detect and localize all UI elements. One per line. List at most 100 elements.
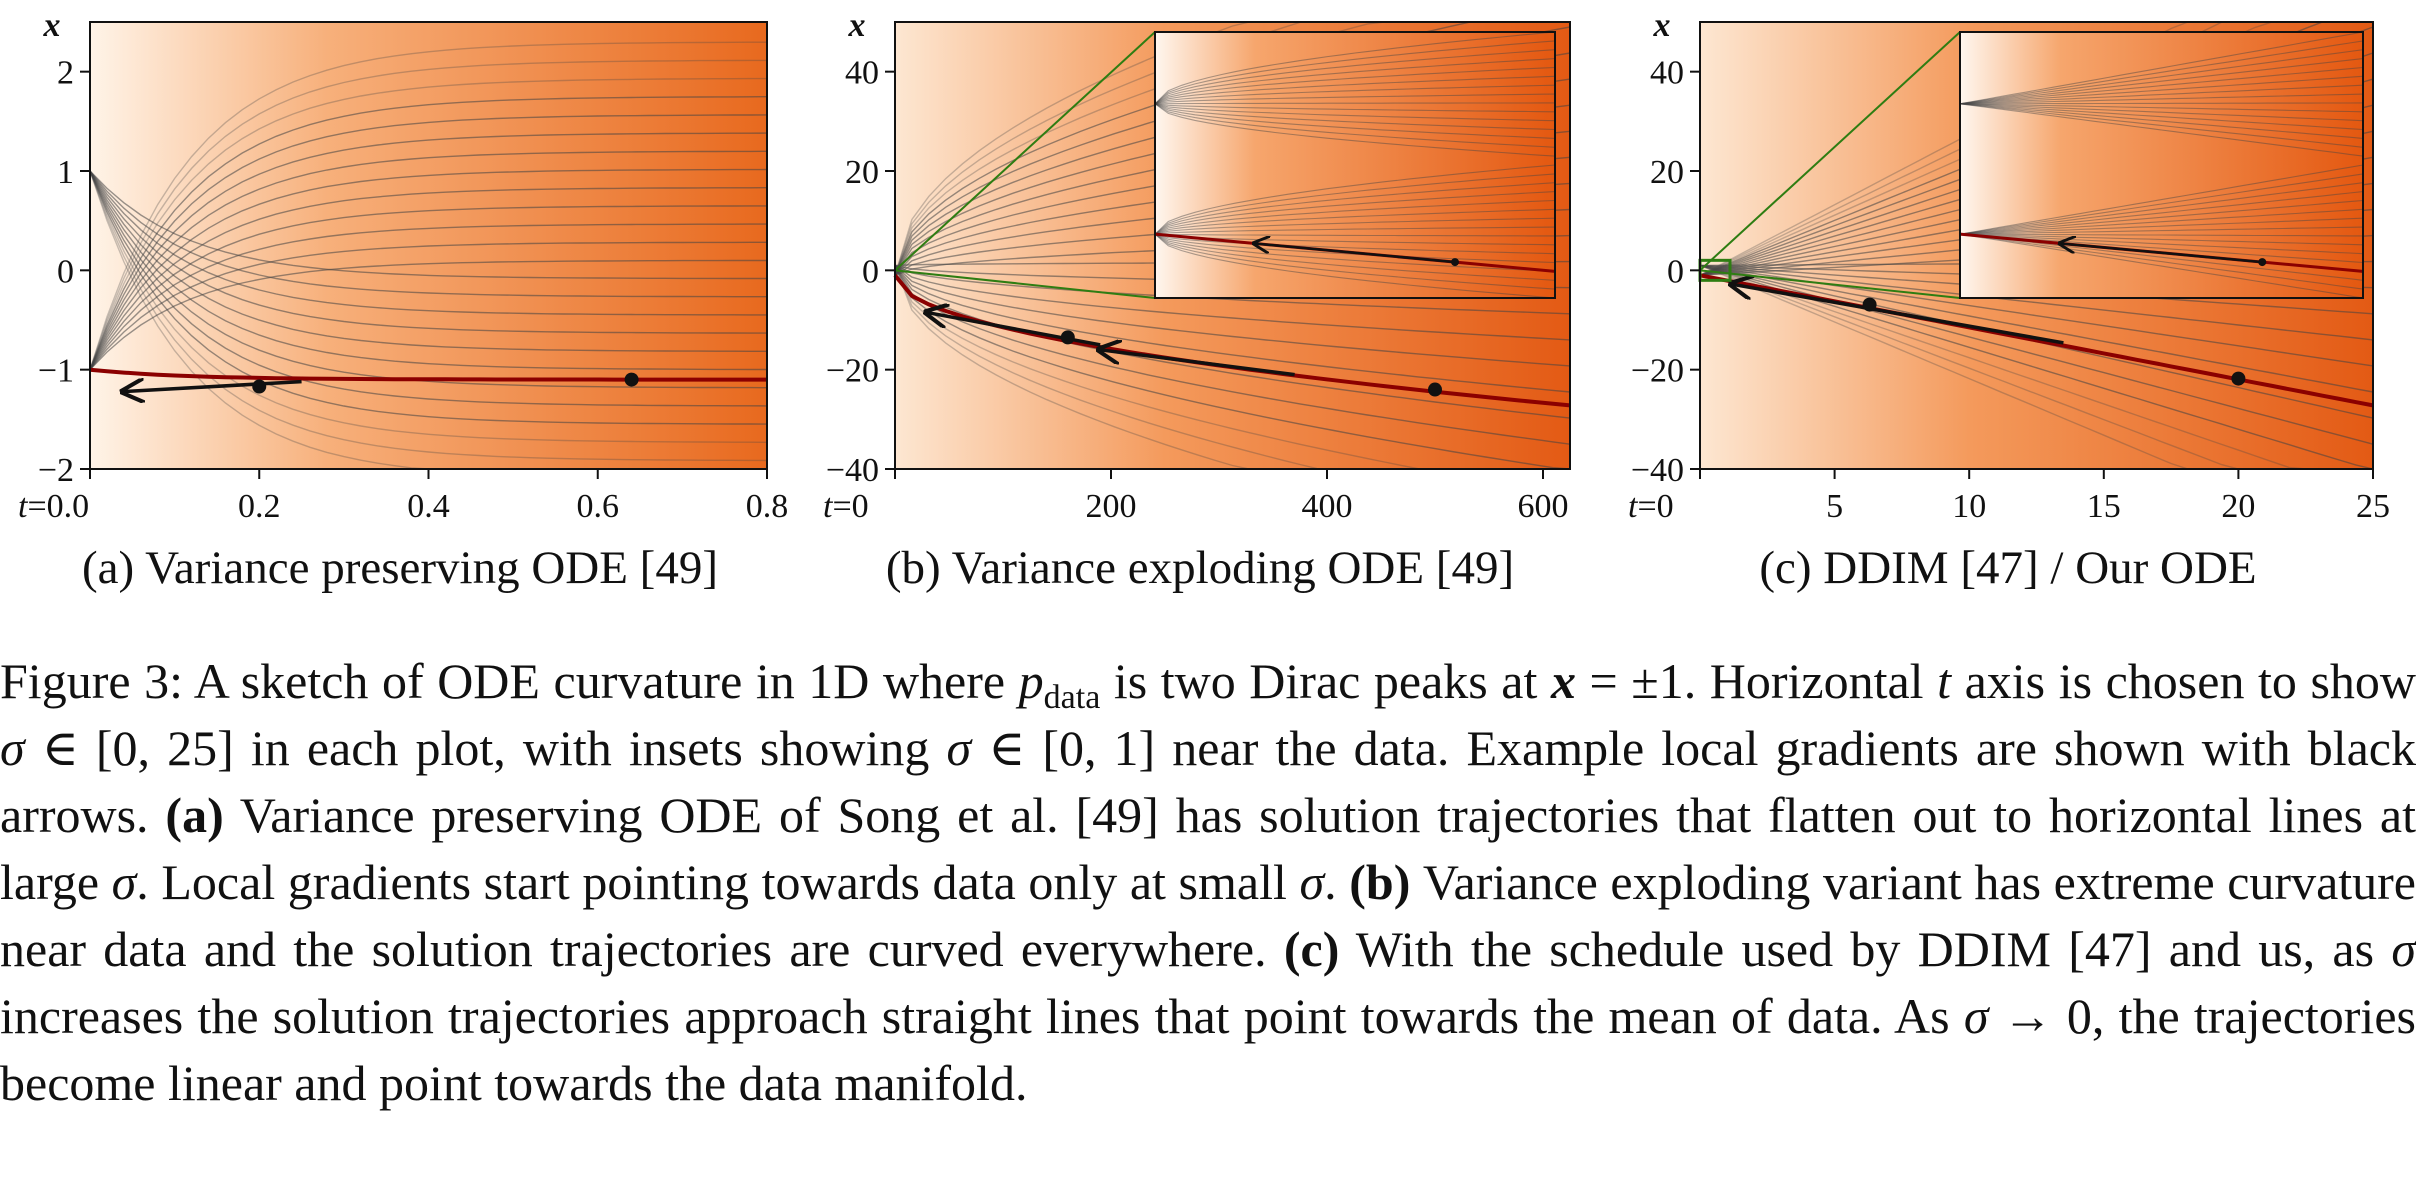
caption-math-sigma: σ (1299, 854, 1325, 910)
y-tick-label: 2 (57, 55, 74, 92)
inset-trajectory-line (1959, 93, 2364, 105)
caption-text: ∈ [0, 1] near the data. Example local gr… (0, 720, 2416, 843)
inset-trajectory-line (1154, 103, 1556, 139)
x-tick-label: t=0.0 (18, 488, 89, 525)
trajectory-line (894, 265, 1571, 445)
y-axis-label: x (848, 7, 866, 44)
panel-c-frame (1699, 21, 2374, 470)
inset-frame (1154, 31, 1556, 299)
panel-a-variance-preserving: −2 −1 0 1 2 t=0.0 0.2 0.4 0.6 0.8 x (18, 7, 788, 525)
panel-b-variance-exploding: −40 −20 0 20 40 t=0 200 400 600 x (823, 7, 1571, 525)
x-tick-label: 0.4 (407, 488, 450, 525)
trajectory-line (89, 170, 768, 443)
inset-trajectory-line (1154, 226, 1556, 235)
subfigure-label-a: (a) Variance preserving ODE [49] (82, 542, 718, 594)
inset-trajectory-line (1959, 226, 2364, 235)
caption-text: Variance preserving ODE of Song et al. [… (0, 787, 2416, 910)
caption-text: axis is chosen to show (1951, 653, 2416, 709)
inset-trajectory-line (1154, 208, 1556, 235)
trajectory-line (89, 170, 768, 462)
trajectory-line (894, 264, 1571, 315)
y-tick-label: 0 (57, 253, 74, 290)
y-tick-label: −20 (1631, 353, 1684, 390)
trajectory-line (89, 205, 767, 371)
inset-trajectory-line (1959, 233, 2364, 246)
inset-gradient-arrow (2061, 243, 2263, 264)
inset-trajectory-line (1959, 103, 2364, 131)
y-tick-label: 1 (57, 154, 74, 191)
trajectory-line (89, 96, 768, 370)
inset-trajectory-line (1154, 102, 1555, 105)
figure-caption: Figure 3: A sketch of ODE curvature in 1… (0, 648, 2416, 1117)
inset-trajectory-line (1959, 31, 2364, 105)
caption-text: Variance exploding variant has extreme c… (0, 854, 2416, 977)
x-tick-label: 5 (1826, 488, 1843, 525)
inset-trajectory-line (1154, 233, 1555, 237)
trajectory-line (1699, 264, 2373, 470)
inset-connector (894, 31, 1156, 272)
trajectory-line (89, 114, 768, 370)
panel-b-marks (893, 274, 1571, 408)
sample-point (1428, 382, 1442, 397)
x-tick-label: 15 (2087, 488, 2121, 525)
caption-text: is two Dirac peaks at (1100, 653, 1551, 709)
gradient-arrow (124, 382, 302, 392)
y-tick-label: −20 (826, 353, 879, 390)
x-axis-var: t (1628, 488, 1639, 525)
inset-trajectory-line (1959, 103, 2364, 122)
x-axis-var: t (823, 488, 834, 525)
inset-trajectory-line (1154, 233, 1556, 246)
inset-trajectory-line (1959, 191, 2364, 235)
caption-math-x: x (1550, 653, 1576, 709)
inset-trajectory-line (1154, 233, 1556, 299)
trajectory-line (89, 150, 768, 371)
inset-trajectory-line (1960, 102, 2364, 105)
x-tick-label: t=0 (1628, 488, 1674, 525)
caption-text: increases the solution trajectories appr… (0, 988, 1964, 1044)
inset-trajectory-line (1959, 49, 2364, 105)
inset-trajectory-line (1154, 199, 1556, 235)
sample-point (624, 372, 639, 387)
caption-math-sigma: σ (111, 854, 137, 910)
y-tick-label: 40 (845, 55, 879, 92)
x-tick-label: 10 (1952, 488, 1986, 525)
panel-c-inset (1698, 31, 2364, 299)
inset-trajectory-line (1959, 233, 2364, 255)
y-axis-label: x (1653, 7, 1671, 44)
subfigure-label-b: (b) Variance exploding ODE [49] (885, 542, 1515, 594)
trajectory-line (1699, 264, 2374, 341)
caption-label-c: (c) (1283, 921, 1340, 977)
panel-b-inset (894, 31, 1556, 299)
x-axis-var: t (18, 488, 29, 525)
caption-math-sigma: σ (0, 720, 25, 776)
inset-trajectory-line (1959, 233, 2364, 290)
caption-text: → 0, the trajectories become linear and … (0, 988, 2416, 1111)
trajectory-line (89, 41, 767, 370)
inset-trajectory-line (1154, 173, 1556, 235)
inset-trajectory-line (1154, 233, 1556, 281)
trajectory-line (89, 187, 768, 371)
sample-point (1060, 330, 1075, 345)
caption-text: ∈ [0, 25] in each plot, with insets show… (24, 720, 947, 776)
caption-math-sigma: σ (2391, 921, 2416, 977)
inset-trajectory-line (1959, 58, 2364, 105)
caption-figure-label: Figure 3: (0, 653, 183, 709)
subfigure-label-c: (c) DDIM [47] / Our ODE (1759, 542, 2257, 594)
x-tick-label: 200 (1086, 488, 1137, 525)
inset-trajectory-line (1154, 103, 1556, 157)
caption-text: . Local gradients start pointing towards… (136, 854, 1300, 910)
x-tick-label: 400 (1302, 488, 1353, 525)
caption-text: . (1324, 854, 1350, 910)
inset-trajectory-line (1959, 103, 2364, 157)
inset-trajectory-line (1154, 164, 1556, 235)
x-tick-label: 0.8 (746, 488, 789, 525)
inset-trajectory-line (1154, 103, 1556, 122)
inset-trajectory-line (1154, 233, 1556, 255)
x-tick-value: =0 (1637, 488, 1673, 525)
x-tick-label: 20 (2221, 488, 2255, 525)
caption-text: = ±1. Horizontal (1575, 653, 1938, 709)
caption-math-sigma: σ (946, 720, 972, 776)
trajectory-line (89, 170, 768, 425)
trajectory-line (89, 170, 767, 371)
